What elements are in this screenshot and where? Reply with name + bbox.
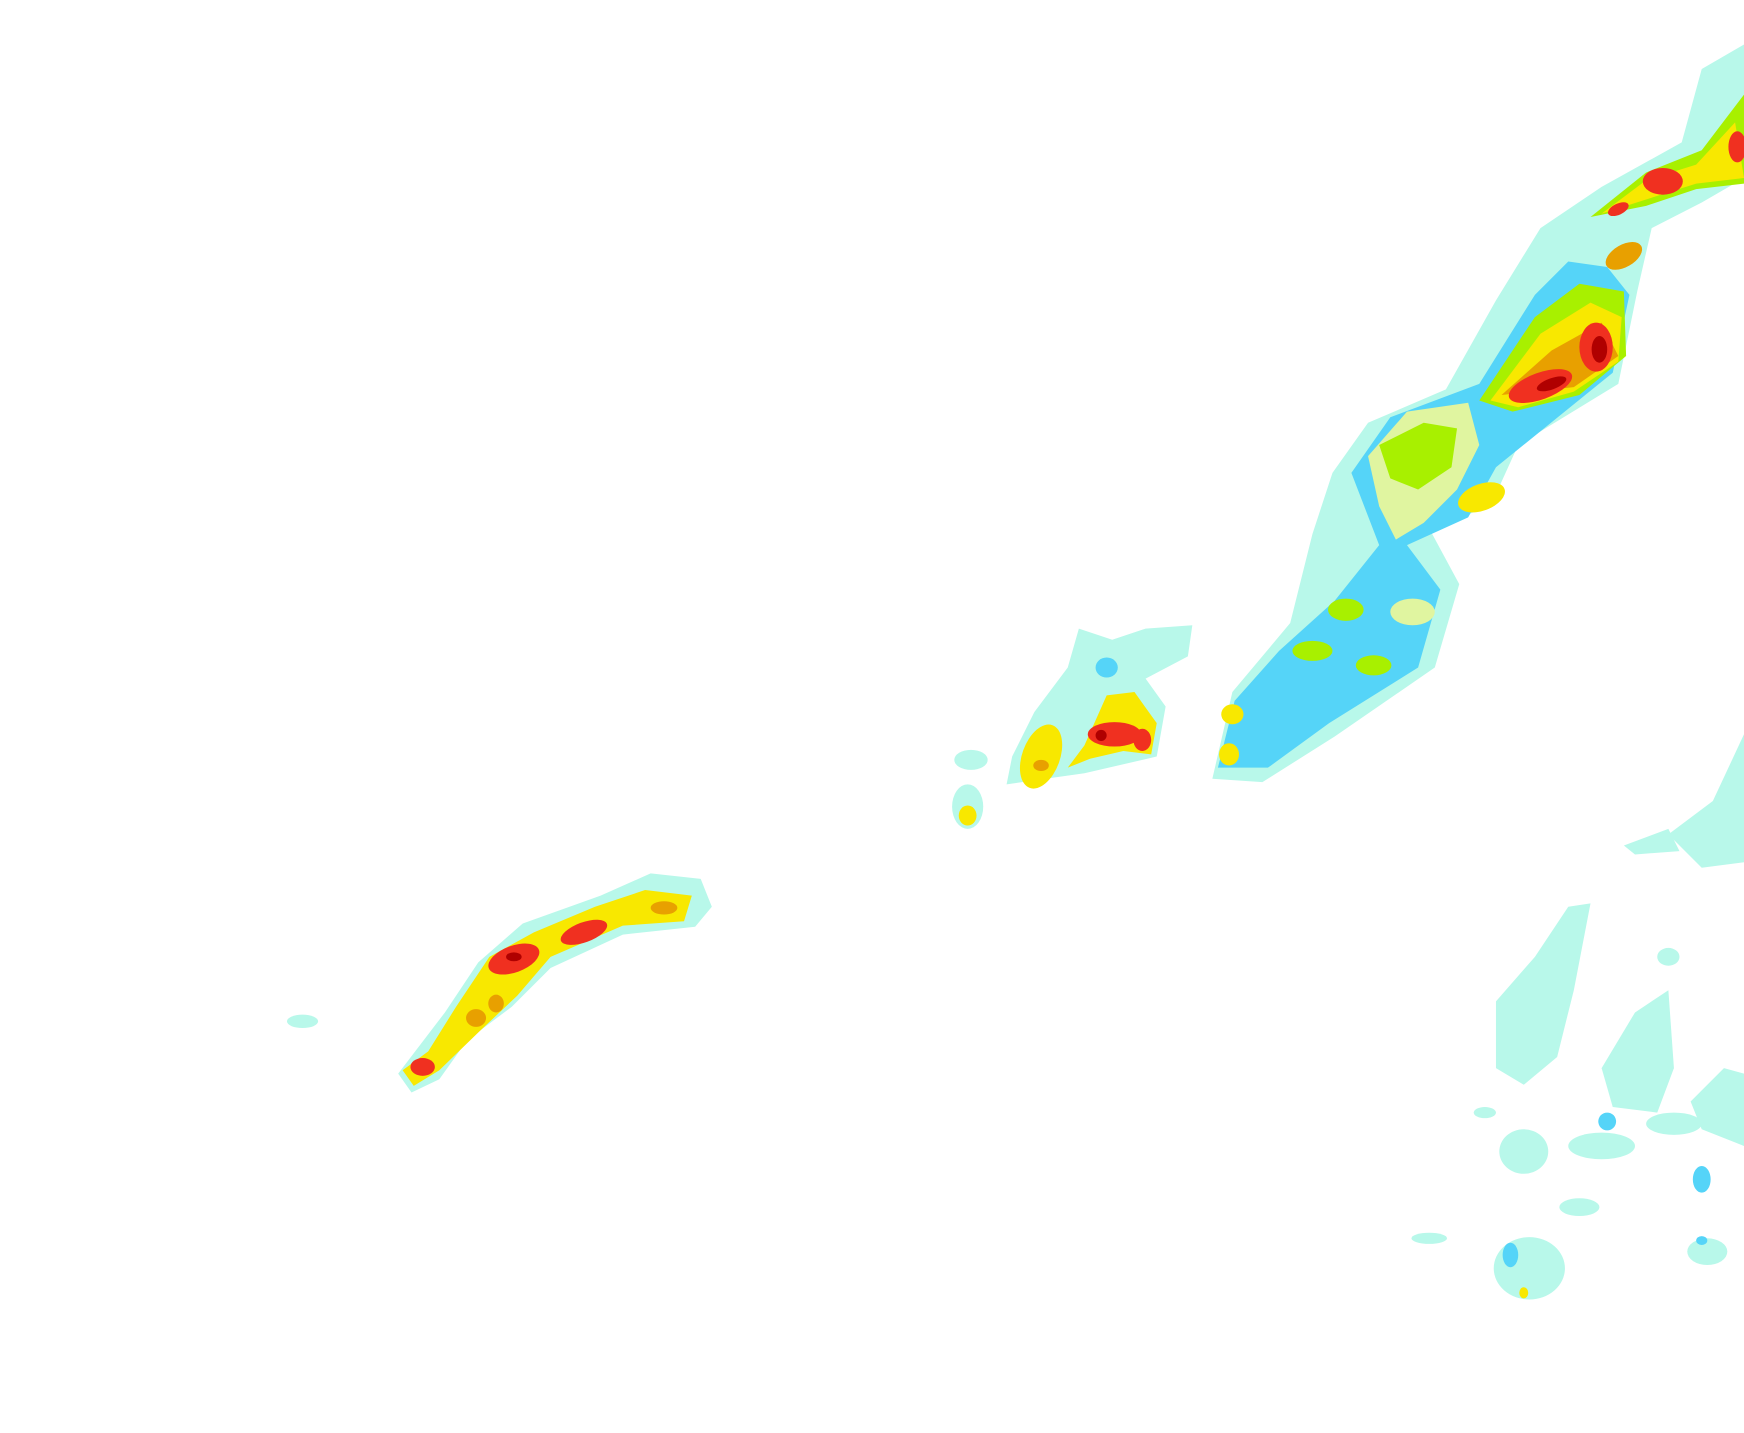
precip-very-heavy bbox=[1033, 759, 1049, 772]
precip-intense bbox=[1728, 131, 1744, 163]
precip-very-heavy bbox=[466, 1009, 487, 1027]
precip-very-light bbox=[1473, 1107, 1496, 1119]
light-precip-southeast bbox=[1411, 734, 1744, 1300]
precip-very-light bbox=[1687, 1238, 1728, 1266]
precip-moderate bbox=[1390, 598, 1435, 626]
precip-moderate bbox=[1355, 655, 1392, 676]
precip-very-light bbox=[1623, 828, 1680, 855]
precip-very-light bbox=[1601, 990, 1674, 1113]
precip-heavy bbox=[1458, 482, 1505, 513]
precip-heavy bbox=[1601, 122, 1744, 214]
precip-extreme bbox=[1095, 729, 1107, 741]
precip-intense bbox=[1133, 728, 1152, 751]
precip-light bbox=[1502, 1242, 1519, 1268]
precip-moderate bbox=[1328, 598, 1364, 621]
storm-cluster-middle bbox=[952, 625, 1193, 829]
storm-band-southwest bbox=[286, 873, 712, 1093]
precip-intense bbox=[1642, 167, 1683, 195]
precip-heavy bbox=[1221, 704, 1244, 725]
precip-very-heavy bbox=[650, 901, 678, 915]
precip-extreme bbox=[506, 952, 522, 962]
precip-moderate bbox=[1379, 422, 1458, 490]
precip-very-light bbox=[1668, 734, 1744, 868]
precip-intense bbox=[410, 1058, 435, 1076]
precip-heavy bbox=[1219, 743, 1240, 766]
precip-extreme bbox=[1591, 335, 1608, 363]
precip-heavy bbox=[1519, 1287, 1529, 1299]
precip-very-light bbox=[1495, 903, 1591, 1085]
precip-intense bbox=[1607, 202, 1629, 217]
storm-band-northeast bbox=[1212, 44, 1744, 783]
precip-heavy bbox=[1019, 724, 1063, 789]
precip-light bbox=[1598, 1112, 1617, 1131]
precip-light bbox=[1696, 1236, 1708, 1245]
precip-very-light bbox=[1690, 1068, 1744, 1146]
precip-very-light bbox=[1568, 1132, 1635, 1160]
precip-very-light bbox=[1657, 947, 1680, 966]
precip-moderate bbox=[1590, 94, 1744, 217]
precip-light bbox=[1692, 1165, 1711, 1193]
precip-very-light bbox=[286, 1014, 319, 1029]
precip-intense bbox=[560, 919, 608, 945]
precip-very-light bbox=[1499, 1129, 1549, 1174]
precip-very-light bbox=[398, 873, 712, 1093]
precip-very-light bbox=[1411, 1232, 1448, 1244]
precip-light bbox=[1095, 657, 1118, 678]
precip-very-light bbox=[1559, 1198, 1600, 1217]
precip-heavy bbox=[958, 805, 977, 826]
precip-very-heavy bbox=[488, 994, 504, 1013]
precip-moderate bbox=[1292, 640, 1333, 661]
precip-extreme bbox=[1536, 376, 1567, 392]
precip-very-light bbox=[1646, 1112, 1702, 1135]
precip-heavy bbox=[1605, 241, 1643, 270]
precip-very-light bbox=[954, 749, 988, 770]
precip-very-light bbox=[1493, 1237, 1565, 1300]
